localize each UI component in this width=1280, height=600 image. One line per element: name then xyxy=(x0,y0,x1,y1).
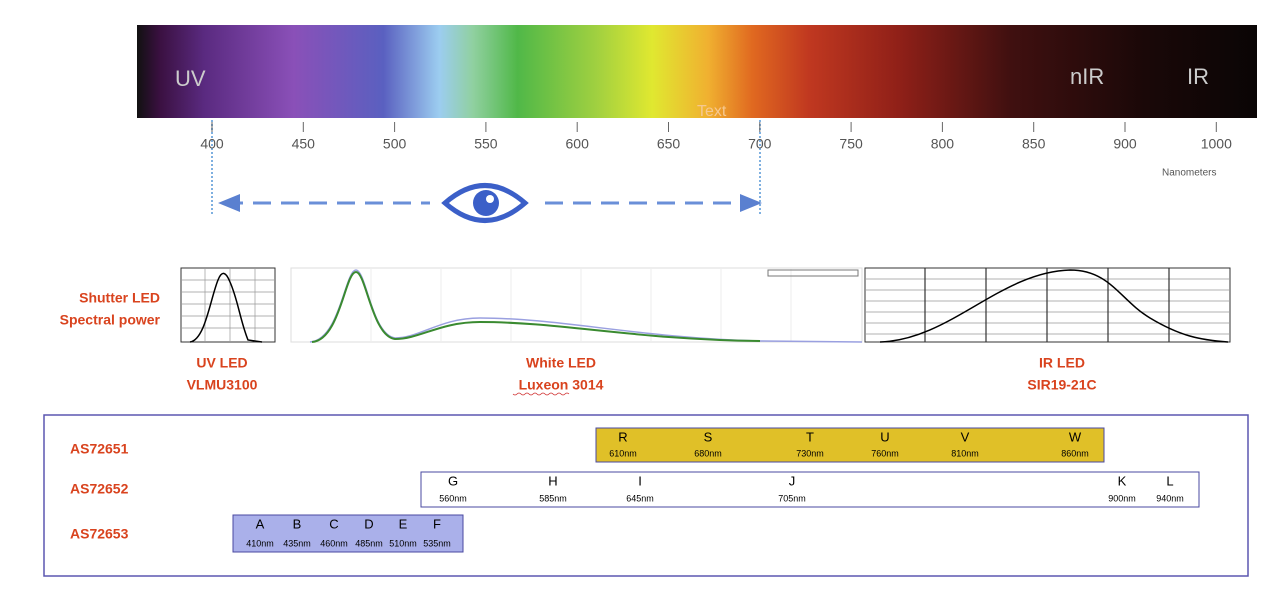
tick-label: 800 xyxy=(931,136,955,152)
sensor-band xyxy=(232,514,464,553)
sensor-panel xyxy=(43,414,1249,577)
spectrum-label: nIR xyxy=(1070,64,1104,89)
tick-label: 850 xyxy=(1022,136,1046,152)
spectrum-bar xyxy=(137,25,1257,118)
tick-label: 1000 xyxy=(1201,136,1232,152)
channel-wavelength: 535nm xyxy=(423,538,451,548)
tick-label: 550 xyxy=(474,136,498,152)
channel-wavelength: 680nm xyxy=(694,448,722,458)
sensor-band xyxy=(420,471,1200,508)
sensor-name: AS72651 xyxy=(70,441,129,457)
channel-wavelength: 810nm xyxy=(951,448,979,458)
channel-wavelength: 645nm xyxy=(626,493,654,503)
channel-wavelength: 610nm xyxy=(609,448,637,458)
channel-letter: A xyxy=(256,516,265,531)
channel-letter: W xyxy=(1069,429,1082,444)
led-model: SIR19-21C xyxy=(1027,377,1096,393)
channel-wavelength: 485nm xyxy=(355,538,383,548)
channel-letter: H xyxy=(548,473,557,488)
visible-range xyxy=(211,120,762,223)
channel-letter: L xyxy=(1166,473,1173,488)
channel-wavelength: 900nm xyxy=(1108,493,1136,503)
channel-wavelength: 560nm xyxy=(439,493,467,503)
led-name: UV LED xyxy=(196,355,247,371)
tick-label: 700 xyxy=(748,136,772,152)
spell-underline xyxy=(512,392,570,396)
channel-wavelength: 585nm xyxy=(539,493,567,503)
channel-letter: S xyxy=(704,429,713,444)
spectrum-label: IR xyxy=(1187,64,1209,89)
spectrum-label: UV xyxy=(175,66,206,91)
channel-wavelength: 760nm xyxy=(871,448,899,458)
channel-letter: U xyxy=(880,429,889,444)
channel-wavelength: 460nm xyxy=(320,538,348,548)
channel-letter: R xyxy=(618,429,627,444)
channel-wavelength: 510nm xyxy=(389,538,417,548)
sensor-band xyxy=(595,427,1105,463)
channel-letter: E xyxy=(399,516,408,531)
sensor-name: AS72652 xyxy=(70,481,129,497)
channel-wavelength: 410nm xyxy=(246,538,274,548)
tick-label: 450 xyxy=(292,136,316,152)
channel-letter: F xyxy=(433,516,441,531)
tick-label: 750 xyxy=(839,136,863,152)
tick-label: 900 xyxy=(1113,136,1137,152)
channel-wavelength: 860nm xyxy=(1061,448,1089,458)
led-title: Shutter LED xyxy=(79,290,160,306)
channel-wavelength: 705nm xyxy=(778,493,806,503)
unit-label: Nanometers xyxy=(1162,168,1216,179)
channel-wavelength: 730nm xyxy=(796,448,824,458)
channel-letter: J xyxy=(789,473,796,488)
led-title: Spectral power xyxy=(60,312,161,328)
channel-letter: C xyxy=(329,516,338,531)
channel-letter: B xyxy=(293,516,302,531)
tick-label: 500 xyxy=(383,136,407,152)
led-charts xyxy=(180,267,1231,343)
led-name: White LED xyxy=(526,355,596,371)
sensor-name: AS72653 xyxy=(70,526,129,542)
tick-label: 600 xyxy=(566,136,590,152)
channel-letter: D xyxy=(364,516,373,531)
led-model: Luxeon 3014 xyxy=(519,377,604,393)
channel-letter: V xyxy=(961,429,970,444)
led-model: VLMU3100 xyxy=(187,377,258,393)
channel-letter: K xyxy=(1118,473,1127,488)
channel-wavelength: 940nm xyxy=(1156,493,1184,503)
channel-letter: I xyxy=(638,473,642,488)
tick-label: 400 xyxy=(200,136,224,152)
overlay-text: Text xyxy=(697,103,727,120)
channel-wavelength: 435nm xyxy=(283,538,311,548)
channel-letter: G xyxy=(448,473,458,488)
tick-label: 650 xyxy=(657,136,681,152)
channel-letter: T xyxy=(806,429,814,444)
led-name: IR LED xyxy=(1039,355,1085,371)
